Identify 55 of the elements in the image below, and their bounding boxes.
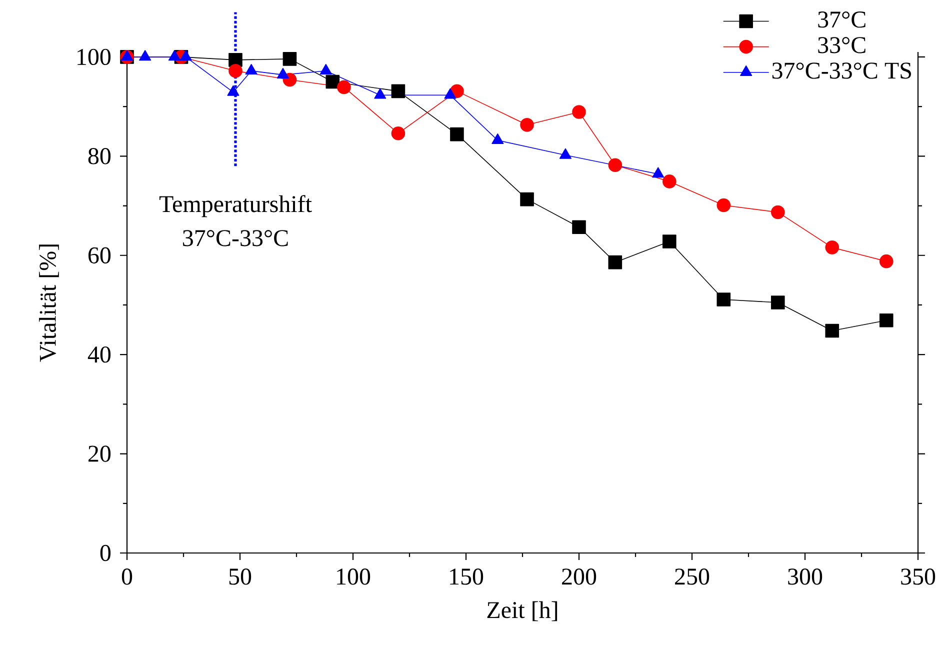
point [608, 158, 622, 172]
point [276, 68, 289, 78]
y-tick-label: 20 [88, 446, 111, 462]
ref-line-label: Temperaturshift 37°C-33°C [159, 195, 312, 246]
y-tick-label: 0 [100, 544, 111, 562]
y-tick-label: 60 [88, 247, 111, 264]
x-tick-label: 100 [337, 568, 370, 585]
x-tick-label: 350 [901, 568, 936, 585]
point [227, 85, 240, 96]
y-axis-title: Vitalität [%] [39, 244, 59, 362]
point [652, 167, 664, 178]
point [770, 296, 785, 310]
point [450, 127, 464, 142]
point [337, 80, 351, 94]
x-tick-label: 250 [675, 568, 710, 585]
point [180, 50, 192, 61]
point [168, 50, 180, 61]
point [120, 50, 134, 61]
x-tick-label: 150 [450, 568, 484, 585]
point [520, 118, 534, 132]
point [245, 64, 258, 74]
y-tick-label: 40 [88, 346, 111, 363]
x-tick-label: 300 [788, 568, 822, 585]
point [608, 255, 622, 270]
legend-label: 33°C [818, 37, 866, 54]
point [374, 88, 386, 99]
y-tick-label: 80 [88, 148, 111, 164]
legend-label: 37°C [818, 11, 866, 28]
point [520, 192, 534, 206]
point [391, 126, 406, 140]
point [572, 105, 586, 119]
legend-label: 37°C-33°C TS [772, 62, 911, 79]
point [716, 198, 731, 212]
point [825, 240, 840, 254]
point [492, 133, 504, 144]
point [662, 174, 676, 188]
point [228, 64, 242, 78]
point [825, 324, 840, 338]
point [559, 148, 572, 159]
point [662, 234, 676, 248]
point [320, 64, 332, 74]
point [391, 84, 406, 98]
x-tick-label: 50 [229, 568, 252, 585]
point [879, 254, 894, 268]
point [572, 220, 586, 234]
point [770, 205, 785, 220]
point [879, 313, 894, 328]
x-axis-title: Zeit [h] [487, 601, 558, 622]
x-tick-label: 200 [562, 568, 596, 585]
point [282, 52, 297, 66]
x-tick-label: 0 [122, 568, 132, 585]
point [444, 88, 456, 99]
y-tick-label: 100 [78, 48, 111, 66]
point [139, 50, 152, 61]
point [716, 292, 731, 306]
